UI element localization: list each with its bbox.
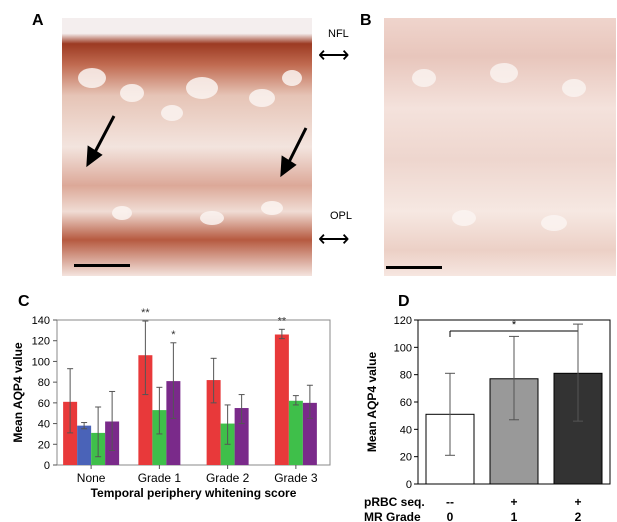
chart-d-significance-label: *	[512, 319, 517, 331]
scale-bar-a	[74, 264, 130, 267]
chart-c-bar	[138, 355, 153, 465]
micrograph-b	[384, 18, 616, 276]
chart-c-bar	[63, 401, 78, 465]
chart-c-y-tick-label: 140	[32, 315, 50, 327]
chart-c-y-tick-label: 40	[38, 419, 50, 431]
chart-c-significance-label: *	[171, 329, 176, 341]
chart-c-y-tick-label: 100	[32, 356, 50, 368]
panel-b-letter: B	[360, 12, 372, 29]
chart-d-mr-grade-value: 1	[511, 510, 518, 522]
chart-d-y-tick-label: 120	[394, 315, 412, 327]
chart-c-bar	[302, 402, 317, 465]
chart-d-mr-grade-value: 0	[447, 510, 454, 522]
chart-d-y-tick-label: 40	[400, 424, 412, 436]
chart-c-bar	[77, 425, 92, 465]
chart-c-x-tick-label: Grade 2	[206, 471, 250, 485]
chart-c-bar	[152, 410, 167, 465]
chart-c-significance-label: **	[141, 307, 150, 319]
chart-c-x-axis-title: Temporal periphery whitening score	[91, 486, 297, 500]
micrograph-b-stain	[384, 18, 616, 276]
chart-d-y-tick-label: 20	[400, 452, 412, 464]
nfl-label: NFL	[328, 28, 349, 40]
scale-bar-b	[386, 266, 442, 269]
chart-d-prbc-value: +	[574, 495, 581, 509]
chart-d-mr-grade-value: 2	[575, 510, 582, 522]
chart-d-prbc-value: --	[446, 495, 454, 509]
chart-c-y-tick-label: 60	[38, 398, 50, 410]
chart-d-y-tick-label: 100	[394, 342, 412, 354]
panel-c-letter: C	[18, 293, 30, 310]
chart-c-bar	[166, 381, 181, 465]
chart-c-significance-label: **	[278, 315, 287, 327]
panel-a-letter: A	[32, 12, 44, 29]
opl-double-arrow-icon: ⟷	[318, 226, 350, 251]
chart-d-prbc-value: +	[510, 495, 517, 509]
chart-c-bar	[288, 400, 303, 465]
opl-label: OPL	[330, 210, 353, 222]
chart-c-y-tick-label: 80	[38, 377, 50, 389]
micrograph-a-stain	[62, 18, 312, 276]
panel-d-letter: D	[398, 293, 410, 310]
chart-d-y-tick-label: 80	[400, 370, 412, 382]
chart-c-bar	[274, 334, 289, 465]
chart-d-y-tick-label: 60	[400, 397, 412, 409]
chart-c-bar	[206, 380, 221, 465]
micrograph-a-arrows	[86, 115, 308, 178]
chart-d-y-tick-label: 0	[406, 479, 412, 491]
chart-c-bar	[234, 408, 249, 465]
chart-c-y-tick-label: 20	[38, 439, 50, 451]
micrograph-a	[62, 18, 312, 276]
chart-c-x-tick-label: Grade 1	[138, 471, 182, 485]
chart-c-y-axis-title: Mean AQP4 value	[11, 342, 25, 443]
chart-c-x-tick-label: Grade 3	[274, 471, 318, 485]
chart-d-y-axis-title: Mean AQP4 value	[365, 352, 379, 453]
chart-c-y-tick-label: 0	[44, 460, 50, 472]
nfl-double-arrow-icon: ⟷	[318, 42, 350, 67]
chart-d-row-label-mr-grade: MR Grade	[364, 510, 421, 522]
chart-c-x-tick-label: None	[77, 471, 106, 485]
chart-d-row-label-prbc: pRBC seq.	[364, 495, 425, 509]
chart-c-y-tick-label: 120	[32, 336, 50, 348]
